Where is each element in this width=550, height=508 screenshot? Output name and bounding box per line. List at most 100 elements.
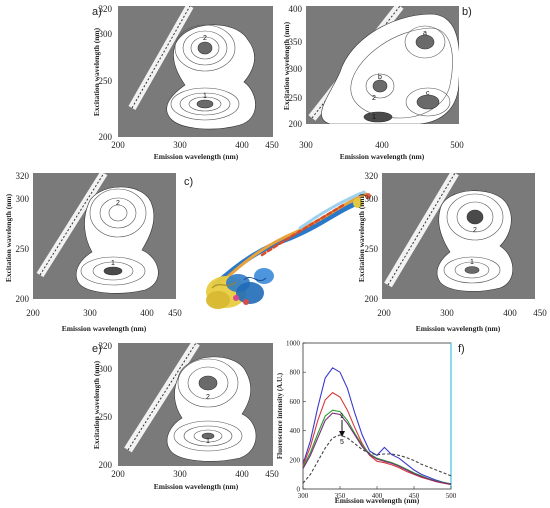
y-axis-label: Excitation wavelength (nm) [357, 193, 366, 282]
peak-label-d-2: 2 [473, 227, 477, 234]
ytick: 250 [99, 412, 113, 422]
plot-area [302, 342, 452, 490]
y-axis-label: Excitation wavelength (nm) [4, 193, 13, 282]
y-axis-label: Excitation wavelength (nm) [92, 360, 101, 449]
peak-label-e-1: 1 [206, 438, 210, 445]
y-axis-label: Fluorescence intensity (A.U.) [276, 372, 284, 459]
xtick: 500 [450, 140, 464, 150]
y-axis-label: Excitation wavelength (nm) [282, 21, 291, 110]
x-axis-label: Emission wavelength (nm) [62, 324, 147, 333]
peak-c-core [416, 94, 440, 110]
xtick: 450 [168, 308, 182, 318]
ytick: 320 [99, 4, 113, 14]
ytick: 300 [16, 194, 30, 204]
x-tick-label: 400 [372, 492, 383, 500]
ytick: 320 [99, 341, 113, 351]
peak-label-a-1: 1 [203, 93, 207, 100]
panel-d: d) 2 1 320 300 250 200 200 300 400 450 E… [357, 171, 547, 333]
peak-label-b-1: 1 [372, 114, 376, 121]
ytick: 300 [289, 64, 303, 74]
y-tick-label: 200 [290, 456, 301, 464]
x-ticks: 300 350 400 450 500 [298, 486, 457, 500]
x-axis-label: Emission wavelength (nm) [154, 152, 239, 161]
peak-label-b-b: b [378, 74, 382, 81]
xtick: 450 [533, 308, 547, 318]
arrow-head [339, 431, 345, 437]
x-axis-label: Emission wavelength (nm) [335, 496, 420, 505]
peak-label-e-2: 2 [206, 394, 210, 401]
xtick: 400 [140, 308, 154, 318]
y-tick-label: 400 [290, 427, 301, 435]
peak-label-b-c: c [426, 90, 430, 97]
peak-a-core [415, 34, 435, 50]
x-axis-label: Emission wavelength (nm) [154, 482, 239, 491]
peak-b-core [372, 79, 388, 93]
ytick: 320 [16, 171, 30, 181]
y-tick-label: 800 [290, 369, 301, 377]
xtick: 300 [440, 308, 454, 318]
peak-label-b-2: 2 [372, 95, 376, 102]
ytick: 300 [99, 29, 113, 39]
panel-b: b) a b c 2 1 400 350 300 250 200 300 400… [282, 4, 472, 161]
panel-label-a: a) [92, 6, 102, 18]
x-axis-label: Emission wavelength (nm) [340, 152, 425, 161]
panel-c-contour: 2 1 320 300 250 200 200 300 400 450 Emis… [4, 171, 182, 333]
peak-label-a-2: 2 [203, 35, 207, 42]
xtick: 200 [111, 140, 125, 150]
y-tick-label: 0 [297, 486, 301, 494]
panel-label-b: b) [462, 6, 472, 18]
x-axis-label: Emission wavelength (nm) [416, 324, 501, 333]
contour-region [75, 186, 159, 294]
peak-1-core [464, 266, 480, 274]
peak-2-core [466, 209, 484, 225]
x-tick-label: 300 [298, 492, 309, 500]
xtick: 300 [83, 308, 97, 318]
xtick: 300 [299, 140, 313, 150]
ytick: 200 [365, 294, 379, 304]
peak-label-c-2: 2 [116, 200, 120, 207]
xtick: 450 [265, 469, 279, 479]
ytick: 350 [289, 37, 303, 47]
ytick: 300 [99, 364, 113, 374]
x-tick-label: 500 [446, 492, 457, 500]
ytick: 250 [16, 244, 30, 254]
panel-label-c: c) [184, 176, 193, 188]
annotation-5: 5 [340, 439, 344, 446]
xtick: 400 [235, 140, 249, 150]
ytick: 400 [289, 4, 303, 14]
xtick: 400 [235, 469, 249, 479]
x-tick-label: 350 [335, 492, 346, 500]
panel-f: f) 0 200 400 600 800 1000 300 350 400 450 500 1 5… [276, 340, 465, 506]
xtick: 300 [173, 140, 187, 150]
panel-c-protein-structure: c) [184, 176, 371, 309]
peak-label-c-1: 1 [111, 260, 115, 267]
xtick: 200 [377, 308, 391, 318]
annotation-1: 1 [340, 413, 344, 420]
x-tick-label: 450 [409, 492, 420, 500]
xtick: 400 [375, 140, 389, 150]
xtick: 200 [111, 469, 125, 479]
peak-1-core [363, 111, 393, 123]
ytick: 250 [365, 244, 379, 254]
xtick: 450 [265, 140, 279, 150]
xtick: 200 [26, 308, 40, 318]
peak-label-b-a: a [423, 30, 427, 37]
y-tick-label: 600 [290, 398, 301, 406]
peak-2-core [198, 375, 218, 391]
y-axis-label: Excitation wavelength (nm) [92, 27, 101, 116]
peak-1-core [196, 99, 214, 109]
series-line-5 [302, 434, 452, 484]
peak-2-core [197, 41, 213, 55]
ytick: 200 [16, 294, 30, 304]
panel-e: e) 2 1 320 300 250 200 200 300 400 450 E… [92, 341, 279, 491]
peak-1-core [103, 266, 123, 276]
xtick: 300 [173, 469, 187, 479]
ytick: 200 [99, 460, 113, 470]
panel-label-f: f) [458, 343, 465, 355]
xtick: 400 [503, 308, 517, 318]
ytick: 200 [289, 119, 303, 129]
panel-label-e: e) [92, 343, 102, 355]
contour-region [166, 356, 257, 462]
series-line-4 [302, 412, 452, 485]
